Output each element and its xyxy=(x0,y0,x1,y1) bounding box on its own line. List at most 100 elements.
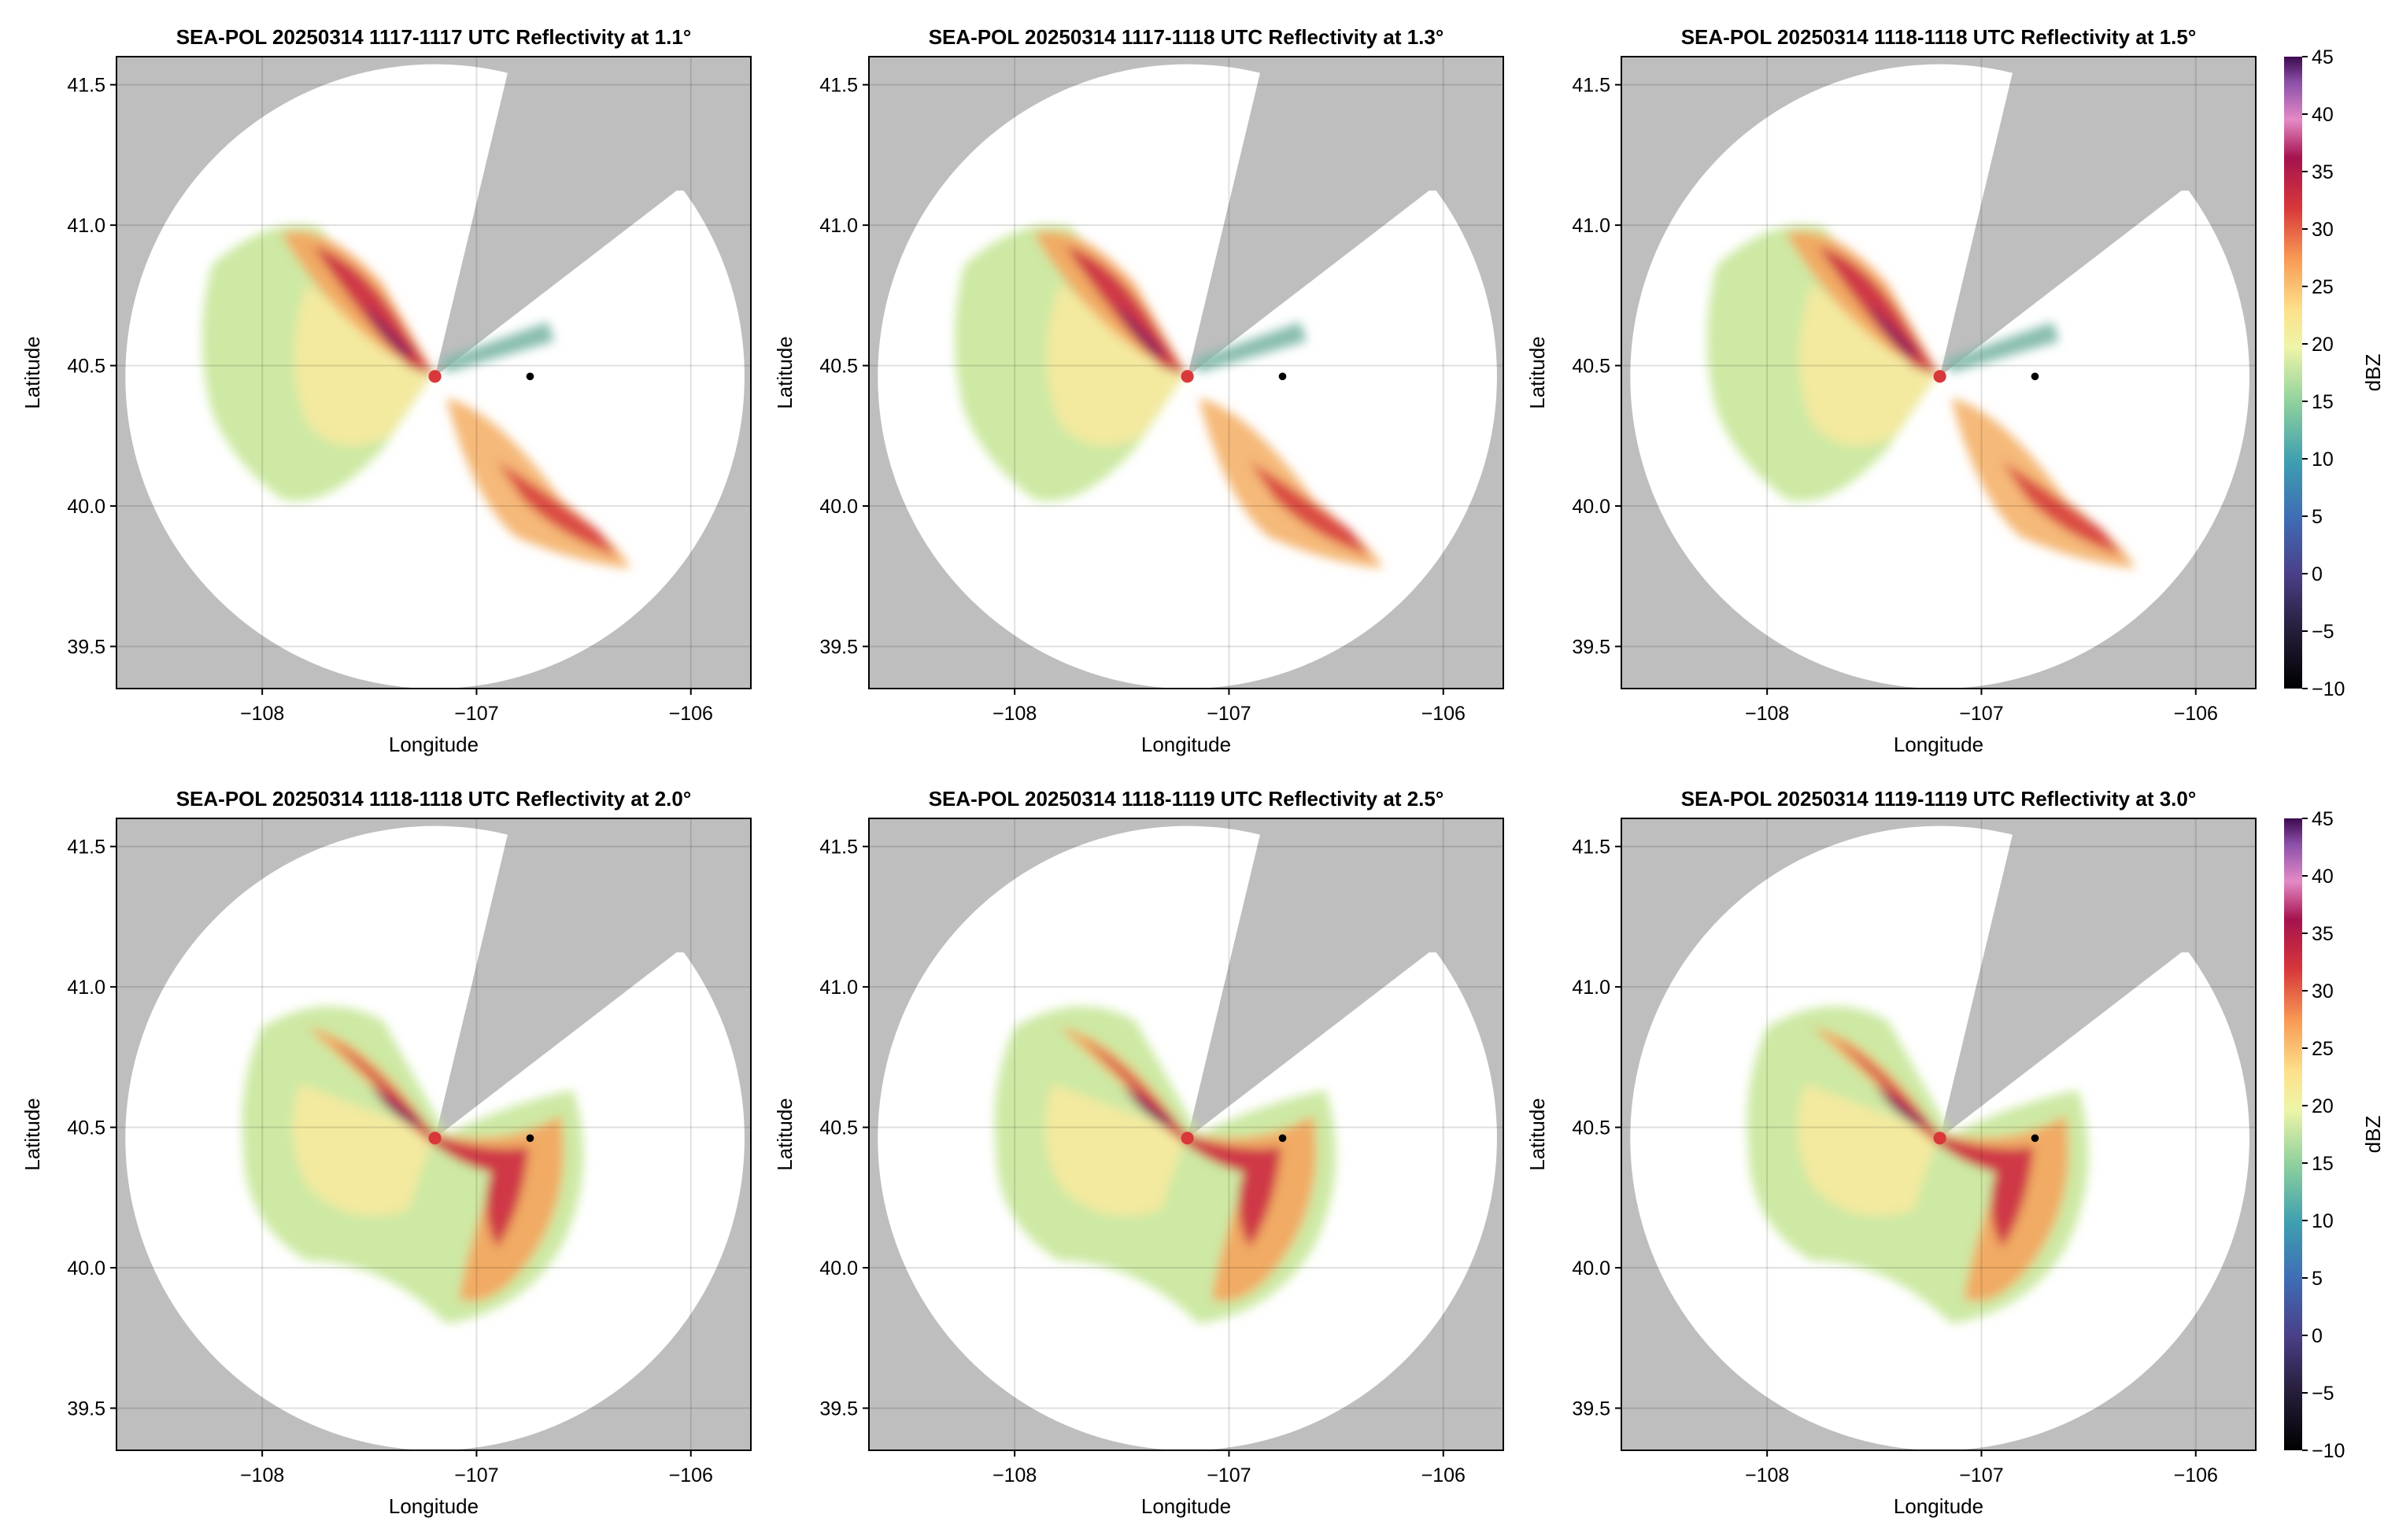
x-axis-label: Longitude xyxy=(389,733,479,756)
panel: −108 −107 −106 39.5 40.0 40.5 41.0 41.5 SEA-POL … xyxy=(20,787,752,1518)
echo xyxy=(1798,284,1939,446)
y-axis-label: Latitude xyxy=(1525,1098,1549,1171)
x-tick-label: −107 xyxy=(454,1464,498,1486)
y-tick-label: 41.0 xyxy=(67,977,105,999)
marker xyxy=(2031,372,2039,381)
colorbar-tick-label: 5 xyxy=(2312,1268,2323,1290)
plot-area xyxy=(116,818,751,1450)
echoes xyxy=(994,1006,1336,1324)
panel: −108 −107 −106 39.5 40.0 40.5 41.0 41.5 SEA-POL … xyxy=(773,25,1504,756)
colorbar-label: dBZ xyxy=(2361,1116,2385,1154)
y-tick-label: 40.5 xyxy=(1572,356,1610,378)
y-tick-label: 40.0 xyxy=(819,1257,858,1280)
y-tick-label: 40.0 xyxy=(819,496,858,518)
plot-area xyxy=(869,57,1503,689)
x-tick-label: −106 xyxy=(1421,703,1466,725)
x-tick-label: −106 xyxy=(669,1464,713,1486)
y-tick-label: 41.5 xyxy=(1572,836,1610,859)
x-tick-label: −106 xyxy=(669,703,713,725)
echo xyxy=(2002,460,2123,556)
y-axis-label: Latitude xyxy=(773,336,797,409)
x-tick-label: −108 xyxy=(1745,1464,1789,1486)
plot-area xyxy=(116,57,751,689)
plot-area xyxy=(1621,57,2256,689)
chart-title: SEA-POL 20250314 1118-1118 UTC Reflectiv… xyxy=(176,787,692,811)
echoes xyxy=(954,224,1383,569)
colorbar-tick-label: 35 xyxy=(2312,161,2334,183)
x-axis-label: Longitude xyxy=(1141,733,1231,756)
y-tick-label: 40.0 xyxy=(1572,1257,1610,1280)
y-tick-label: 40.5 xyxy=(67,356,105,378)
plot-area xyxy=(869,818,1503,1450)
echo xyxy=(1869,303,1920,357)
y-axis-label: Latitude xyxy=(1525,336,1549,409)
y-tick-label: 41.0 xyxy=(819,215,858,237)
colorbar-tick-label: 20 xyxy=(2312,1095,2334,1117)
colorbar-tick-label: 40 xyxy=(2312,104,2334,126)
colorbar xyxy=(2284,57,2302,689)
x-tick-label: −107 xyxy=(1207,1464,1251,1486)
marker xyxy=(1278,372,1287,381)
y-tick-label: 39.5 xyxy=(819,1398,858,1420)
y-tick-label: 39.5 xyxy=(1572,636,1610,658)
echoes xyxy=(1706,224,2135,569)
colorbar-tick-label: 30 xyxy=(2312,981,2334,1003)
x-tick-label: −107 xyxy=(1959,703,2003,725)
plot-frame xyxy=(868,818,1504,1451)
radar-site xyxy=(1933,370,1946,383)
y-axis-label: Latitude xyxy=(20,336,44,409)
y-axis-label: Latitude xyxy=(773,1098,797,1171)
x-axis-label: Longitude xyxy=(1894,1494,1983,1518)
marker xyxy=(2031,1134,2039,1143)
x-tick-label: −108 xyxy=(240,703,284,725)
y-tick-label: 41.0 xyxy=(1572,215,1610,237)
y-tick-label: 41.0 xyxy=(819,977,858,999)
colorbar-tick-label: 15 xyxy=(2312,1153,2334,1175)
marker xyxy=(526,372,534,381)
y-tick-label: 40.0 xyxy=(67,1257,105,1280)
blocked-sector xyxy=(1939,818,2256,1139)
x-axis-label: Longitude xyxy=(1141,1494,1231,1518)
echo xyxy=(440,322,555,373)
marker xyxy=(1278,1134,1287,1143)
echo xyxy=(1875,1084,1926,1128)
x-tick-label: −108 xyxy=(992,1464,1037,1486)
colorbar-tick-label: −10 xyxy=(2312,1440,2345,1462)
y-tick-label: 39.5 xyxy=(67,1398,105,1420)
y-axis-label: Latitude xyxy=(20,1098,44,1171)
marker xyxy=(526,1134,534,1143)
radar-site xyxy=(428,370,442,383)
chart-title: SEA-POL 20250314 1117-1117 UTC Reflectiv… xyxy=(176,25,692,49)
y-tick-label: 40.5 xyxy=(67,1117,105,1139)
chart-title: SEA-POL 20250314 1119-1119 UTC Reflectiv… xyxy=(1681,787,2197,811)
panel: −108 −107 −106 39.5 40.0 40.5 41.0 41.5 SEA-POL … xyxy=(1525,25,2385,756)
echo xyxy=(1046,284,1186,446)
y-tick-label: 40.0 xyxy=(67,496,105,518)
colorbar-tick-label: 15 xyxy=(2312,391,2334,413)
echo xyxy=(370,1084,421,1128)
x-tick-label: −108 xyxy=(992,703,1037,725)
colorbar-tick-label: 30 xyxy=(2312,219,2334,241)
radar-site xyxy=(428,1132,442,1145)
radar-site xyxy=(1181,1132,1194,1145)
echo xyxy=(1945,322,2060,373)
y-tick-label: 41.5 xyxy=(1572,75,1610,97)
colorbar xyxy=(2284,818,2302,1450)
colorbar-tick-label: 25 xyxy=(2312,276,2334,298)
y-tick-label: 39.5 xyxy=(819,636,858,658)
echo xyxy=(292,1084,434,1217)
plot-area xyxy=(1621,818,2256,1450)
radar-site xyxy=(1181,370,1194,383)
radar-site xyxy=(1933,1132,1946,1145)
x-tick-label: −107 xyxy=(1207,703,1251,725)
colorbar-label: dBZ xyxy=(2361,354,2385,392)
x-tick-label: −107 xyxy=(454,703,498,725)
plot-frame xyxy=(1621,56,2257,689)
echo xyxy=(364,303,415,357)
y-tick-label: 41.5 xyxy=(819,836,858,859)
blocked-sector xyxy=(1939,57,2256,377)
colorbar-tick-label: −10 xyxy=(2312,678,2345,700)
colorbar-tick-label: −5 xyxy=(2312,621,2334,643)
x-tick-label: −106 xyxy=(1421,1464,1466,1486)
echo xyxy=(1116,303,1167,357)
